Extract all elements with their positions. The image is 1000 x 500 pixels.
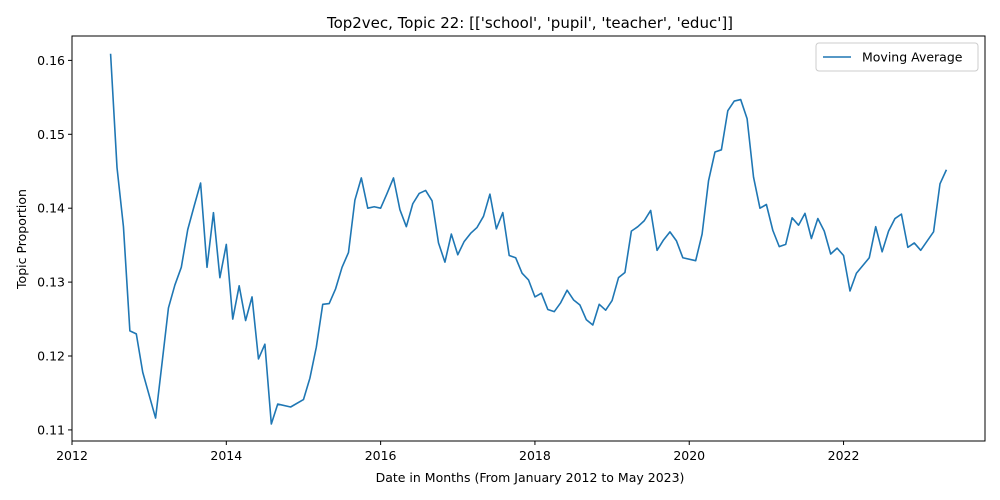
x-tick-label: 2012 [56,448,88,463]
legend-box [815,42,979,72]
y-tick-label: 0.11 [37,422,65,437]
y-tick-label: 0.16 [37,53,65,68]
x-tick-label: 2014 [210,448,242,463]
x-tick-label: 2018 [519,448,551,463]
x-tick-label: 2016 [365,448,397,463]
legend-label: Moving Average [862,50,963,65]
x-tick-label: 2020 [673,448,705,463]
series-layer [109,53,948,425]
legend: Moving Average [815,42,979,72]
x-tick-label: 2022 [828,448,860,463]
y-axis-label: Topic Proportion [14,189,29,290]
x-axis-label: Date in Months (From January 2012 to May… [376,470,685,485]
y-tick-label: 0.14 [37,201,65,216]
y-tick-label: 0.13 [37,275,65,290]
y-tick-label: 0.15 [37,127,65,142]
chart-title: Top2vec, Topic 22: [['school', 'pupil', … [326,14,733,32]
y-axis-ticks: 0.11 0.12 0.13 0.14 0.15 0.16 [37,53,72,437]
y-tick-label: 0.12 [37,349,65,364]
series-line-moving-average [109,53,948,425]
plot-frame [71,35,986,442]
x-axis-ticks: 2012 2014 2016 2018 2020 2022 [56,441,859,463]
